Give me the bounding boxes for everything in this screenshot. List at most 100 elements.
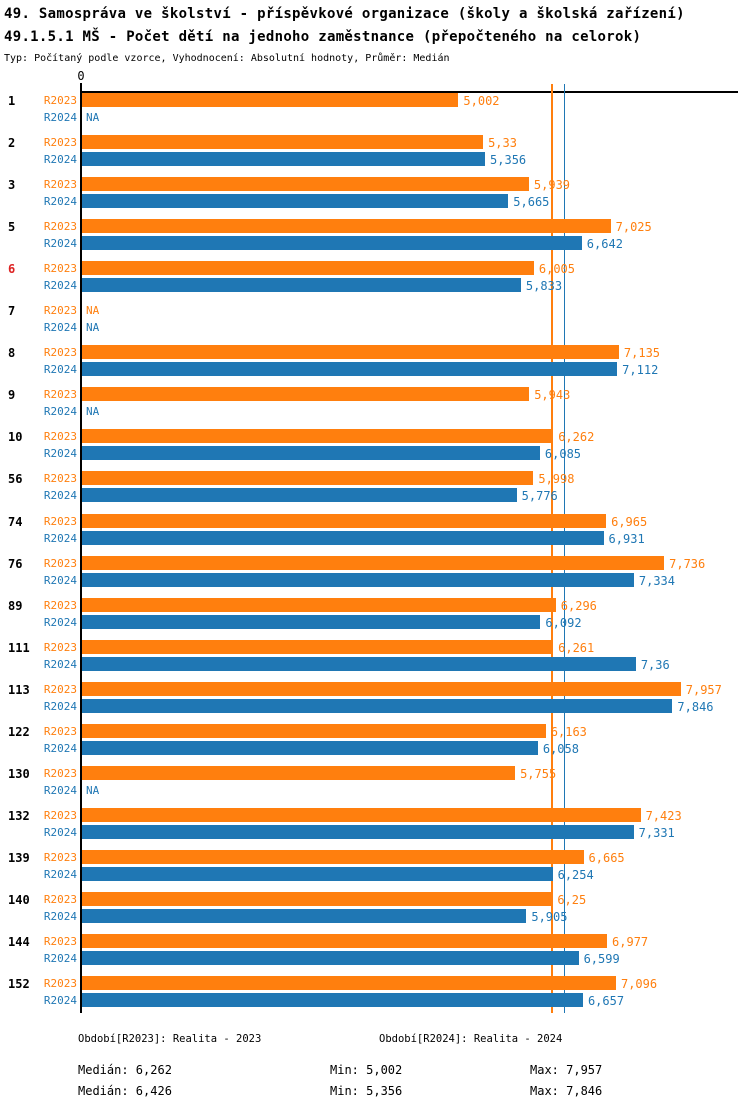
series-label-r2023: R2023: [43, 430, 77, 444]
row-label-152: 152: [8, 977, 30, 992]
bar-r2024-6: [82, 278, 521, 293]
bar-value-r2023-140: 6,25: [557, 892, 587, 907]
series-label-r2023: R2023: [43, 514, 77, 528]
na-label-r2024-9: NA: [86, 405, 100, 419]
bar-r2024-10: [82, 446, 540, 461]
bar-r2024-132: [82, 824, 634, 839]
row-label-9: 9: [8, 388, 16, 403]
series-label-r2023: R2023: [43, 136, 77, 150]
median-line-r2024: [563, 84, 566, 1013]
bar-value-r2023-144: 6,977: [612, 935, 649, 949]
row-label-7: 7: [8, 304, 16, 319]
series-label-r2023: R2023: [43, 808, 77, 822]
row-label-1: 1: [8, 94, 16, 108]
bar-value-r2023-130: 5,755: [520, 766, 557, 781]
bar-value-r2024-74: 6,931: [608, 531, 645, 546]
series-label-r2023: R2023: [43, 935, 77, 948]
chart-subtitle: Typ: Počítaný podle vzorce, Vyhodnocení:…: [4, 53, 450, 64]
x-axis-zero-tick: 0: [77, 69, 85, 83]
series-label-r2023: R2023: [43, 262, 77, 276]
bar-value-r2023-3: 5,939: [533, 178, 571, 193]
bar-r2023-56: [82, 471, 534, 486]
series-label-r2023: R2023: [43, 640, 77, 654]
bar-r2023-144: [82, 934, 608, 948]
legend-r2023: Období[R2023]: Realita - 2023: [78, 1033, 262, 1045]
row-label-139: 139: [8, 850, 30, 865]
bar-value-r2024-139: 6,254: [557, 867, 594, 882]
bar-r2023-2: [82, 135, 484, 150]
series-label-r2024: R2024: [43, 952, 77, 965]
series-label-r2023: R2023: [43, 178, 77, 192]
row-label-89: 89: [8, 598, 23, 613]
bar-value-r2023-10: 6,262: [558, 430, 595, 445]
bar-value-r2024-132: 7,331: [638, 825, 675, 840]
bar-value-r2024-76: 7,334: [638, 573, 675, 588]
series-label-r2023: R2023: [43, 766, 77, 780]
bar-value-r2024-111: 7,36: [640, 657, 670, 672]
bar-value-r2024-89: 6,092: [545, 615, 582, 630]
series-label-r2023: R2023: [43, 346, 77, 360]
bar-value-r2024-56: 5,776: [521, 489, 558, 504]
series-label-r2023: R2023: [43, 388, 77, 402]
bar-r2024-113: [82, 698, 673, 713]
bar-r2023-122: [82, 723, 546, 738]
row-label-122: 122: [8, 724, 30, 739]
bar-r2024-8: [82, 362, 618, 377]
bar-value-r2024-8: 7,112: [622, 363, 659, 378]
bar-value-r2023-2: 5,33: [488, 136, 517, 151]
series-label-r2024: R2024: [43, 195, 77, 209]
series-label-r2023: R2023: [43, 850, 77, 864]
row-label-3: 3: [8, 178, 16, 193]
series-label-r2024: R2024: [43, 741, 77, 755]
bar-r2024-122: [82, 740, 538, 755]
row-label-76: 76: [8, 556, 23, 571]
bar-r2024-140: [82, 908, 527, 923]
bar-value-r2023-1: 5,002: [463, 94, 500, 108]
series-label-r2023: R2023: [43, 472, 77, 486]
legend-r2024: Období[R2024]: Realita - 2024: [379, 1033, 563, 1045]
bar-value-r2023-122: 6,163: [550, 724, 587, 739]
bar-r2023-111: [82, 639, 554, 654]
bar-r2023-5: [82, 219, 611, 234]
stat-max-r2023: Max: 7,957: [530, 1063, 603, 1077]
bar-value-r2024-2: 5,356: [490, 153, 527, 168]
bar-r2024-74: [82, 530, 604, 545]
row-label-140: 140: [8, 892, 30, 907]
bar-r2023-8: [82, 345, 619, 360]
bar-value-r2024-144: 6,599: [583, 952, 620, 966]
series-label-r2024: R2024: [43, 111, 77, 124]
bar-value-r2023-56: 5,998: [538, 472, 575, 487]
stat-max-r2024: Max: 7,846: [530, 1084, 603, 1098]
bar-r2024-152: [82, 993, 583, 1008]
row-label-8: 8: [8, 346, 16, 361]
bar-value-r2024-122: 6,058: [542, 741, 579, 756]
series-label-r2023: R2023: [43, 598, 77, 612]
bar-r2023-6: [82, 261, 534, 276]
bar-r2023-89: [82, 597, 556, 612]
bar-r2023-9: [82, 387, 530, 402]
bar-r2024-56: [82, 488, 517, 503]
bar-r2024-89: [82, 614, 541, 629]
series-label-r2024: R2024: [43, 909, 77, 923]
series-label-r2024: R2024: [43, 657, 77, 671]
bar-value-r2024-140: 5,905: [531, 909, 568, 924]
series-label-r2024: R2024: [43, 867, 77, 881]
series-label-r2024: R2024: [43, 447, 77, 461]
series-label-r2023: R2023: [43, 977, 77, 991]
series-label-r2023: R2023: [43, 304, 77, 318]
series-label-r2024: R2024: [43, 279, 77, 293]
series-label-r2023: R2023: [43, 724, 77, 738]
bar-r2023-139: [82, 849, 584, 864]
bar-value-r2023-9: 5,943: [534, 388, 571, 403]
bar-r2023-3: [82, 177, 529, 192]
bar-value-r2023-111: 6,261: [558, 640, 595, 655]
median-line-r2023: [551, 84, 553, 1013]
row-label-144: 144: [8, 935, 30, 949]
row-label-113: 113: [8, 682, 30, 697]
bar-r2023-132: [82, 807, 641, 822]
series-label-r2024: R2024: [43, 615, 77, 629]
bar-r2024-5: [82, 236, 582, 251]
series-label-r2023: R2023: [43, 892, 77, 906]
bar-r2024-76: [82, 572, 634, 587]
series-label-r2024: R2024: [43, 489, 77, 503]
